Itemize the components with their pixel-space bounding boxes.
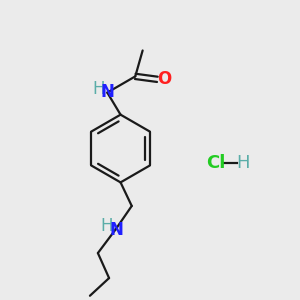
- Text: H: H: [100, 217, 113, 235]
- Text: N: N: [101, 83, 115, 101]
- Text: N: N: [109, 221, 123, 239]
- Text: Cl: Cl: [207, 154, 226, 172]
- Text: H: H: [236, 154, 250, 172]
- Text: H: H: [92, 80, 105, 98]
- Text: O: O: [158, 70, 172, 88]
